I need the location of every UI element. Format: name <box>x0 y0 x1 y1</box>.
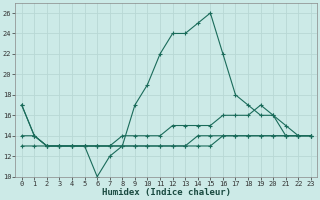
X-axis label: Humidex (Indice chaleur): Humidex (Indice chaleur) <box>102 188 231 197</box>
